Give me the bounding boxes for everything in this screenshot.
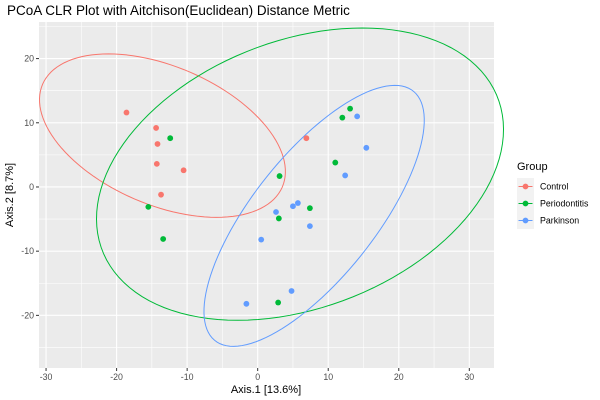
point-parkinson bbox=[288, 288, 295, 294]
legend: Group Control Periodontitis Parkinson bbox=[517, 161, 589, 229]
ellipse-parkinson bbox=[203, 84, 425, 347]
point-periodontitis bbox=[347, 105, 353, 112]
point-periodontitis bbox=[275, 215, 282, 222]
legend-title: Group bbox=[517, 161, 548, 173]
legend-point-parkinson bbox=[522, 217, 529, 224]
point-parkinson bbox=[258, 236, 265, 243]
point-parkinson bbox=[306, 223, 313, 230]
point-control bbox=[123, 109, 130, 116]
x-axis-ticks: -30 -20 -10 0 10 20 30 bbox=[40, 368, 474, 382]
y-tick-label: 0 bbox=[29, 182, 34, 192]
point-control bbox=[303, 135, 310, 142]
y-tick-label: -20 bbox=[21, 310, 34, 320]
point-control bbox=[154, 141, 161, 147]
x-tick-label: -20 bbox=[110, 372, 123, 382]
point-periodontitis bbox=[275, 299, 282, 306]
data-points bbox=[123, 105, 370, 307]
point-parkinson bbox=[363, 144, 370, 151]
point-periodontitis bbox=[160, 236, 167, 242]
point-periodontitis bbox=[167, 135, 174, 142]
point-periodontitis bbox=[276, 173, 283, 179]
legend-label-periodontitis: Periodontitis bbox=[540, 199, 589, 209]
y-tick-label: 20 bbox=[24, 54, 34, 64]
point-parkinson bbox=[354, 113, 361, 120]
x-tick-label: 0 bbox=[255, 372, 260, 382]
x-tick-label: -30 bbox=[40, 372, 53, 382]
major-gridlines bbox=[39, 22, 494, 368]
point-control bbox=[153, 160, 160, 167]
point-parkinson bbox=[342, 172, 349, 179]
legend-point-control bbox=[522, 183, 529, 190]
legend-label-parkinson: Parkinson bbox=[540, 216, 579, 226]
point-parkinson bbox=[243, 300, 250, 307]
point-periodontitis bbox=[339, 114, 346, 121]
y-tick-label: 10 bbox=[24, 118, 34, 128]
chart-title: PCoA CLR Plot with Aitchison(Euclidean) … bbox=[7, 3, 350, 18]
y-axis-ticks: -20 -10 0 10 20 bbox=[21, 54, 39, 320]
legend-label-control: Control bbox=[540, 182, 568, 192]
point-periodontitis bbox=[145, 203, 152, 210]
ellipse-periodontitis bbox=[95, 27, 505, 321]
x-tick-label: 20 bbox=[394, 372, 404, 382]
point-parkinson bbox=[294, 200, 301, 206]
ellipse-control bbox=[39, 53, 286, 218]
x-tick-label: -10 bbox=[181, 372, 194, 382]
x-tick-label: 10 bbox=[323, 372, 333, 382]
point-control bbox=[180, 167, 187, 174]
x-tick-label: 30 bbox=[464, 372, 474, 382]
point-control bbox=[158, 191, 164, 198]
minor-gridlines bbox=[39, 22, 494, 368]
y-tick-label: -10 bbox=[21, 246, 34, 256]
plot-panel bbox=[39, 22, 494, 368]
point-parkinson bbox=[290, 203, 296, 210]
confidence-ellipses bbox=[39, 27, 505, 347]
point-control bbox=[153, 125, 160, 131]
point-parkinson bbox=[273, 209, 279, 215]
point-periodontitis bbox=[332, 159, 339, 166]
y-axis-title: Axis.2 [8.7%] bbox=[4, 163, 16, 227]
x-axis-title: Axis.1 [13.6%] bbox=[231, 384, 301, 396]
point-periodontitis bbox=[306, 205, 313, 212]
legend-point-periodontitis bbox=[522, 200, 529, 207]
